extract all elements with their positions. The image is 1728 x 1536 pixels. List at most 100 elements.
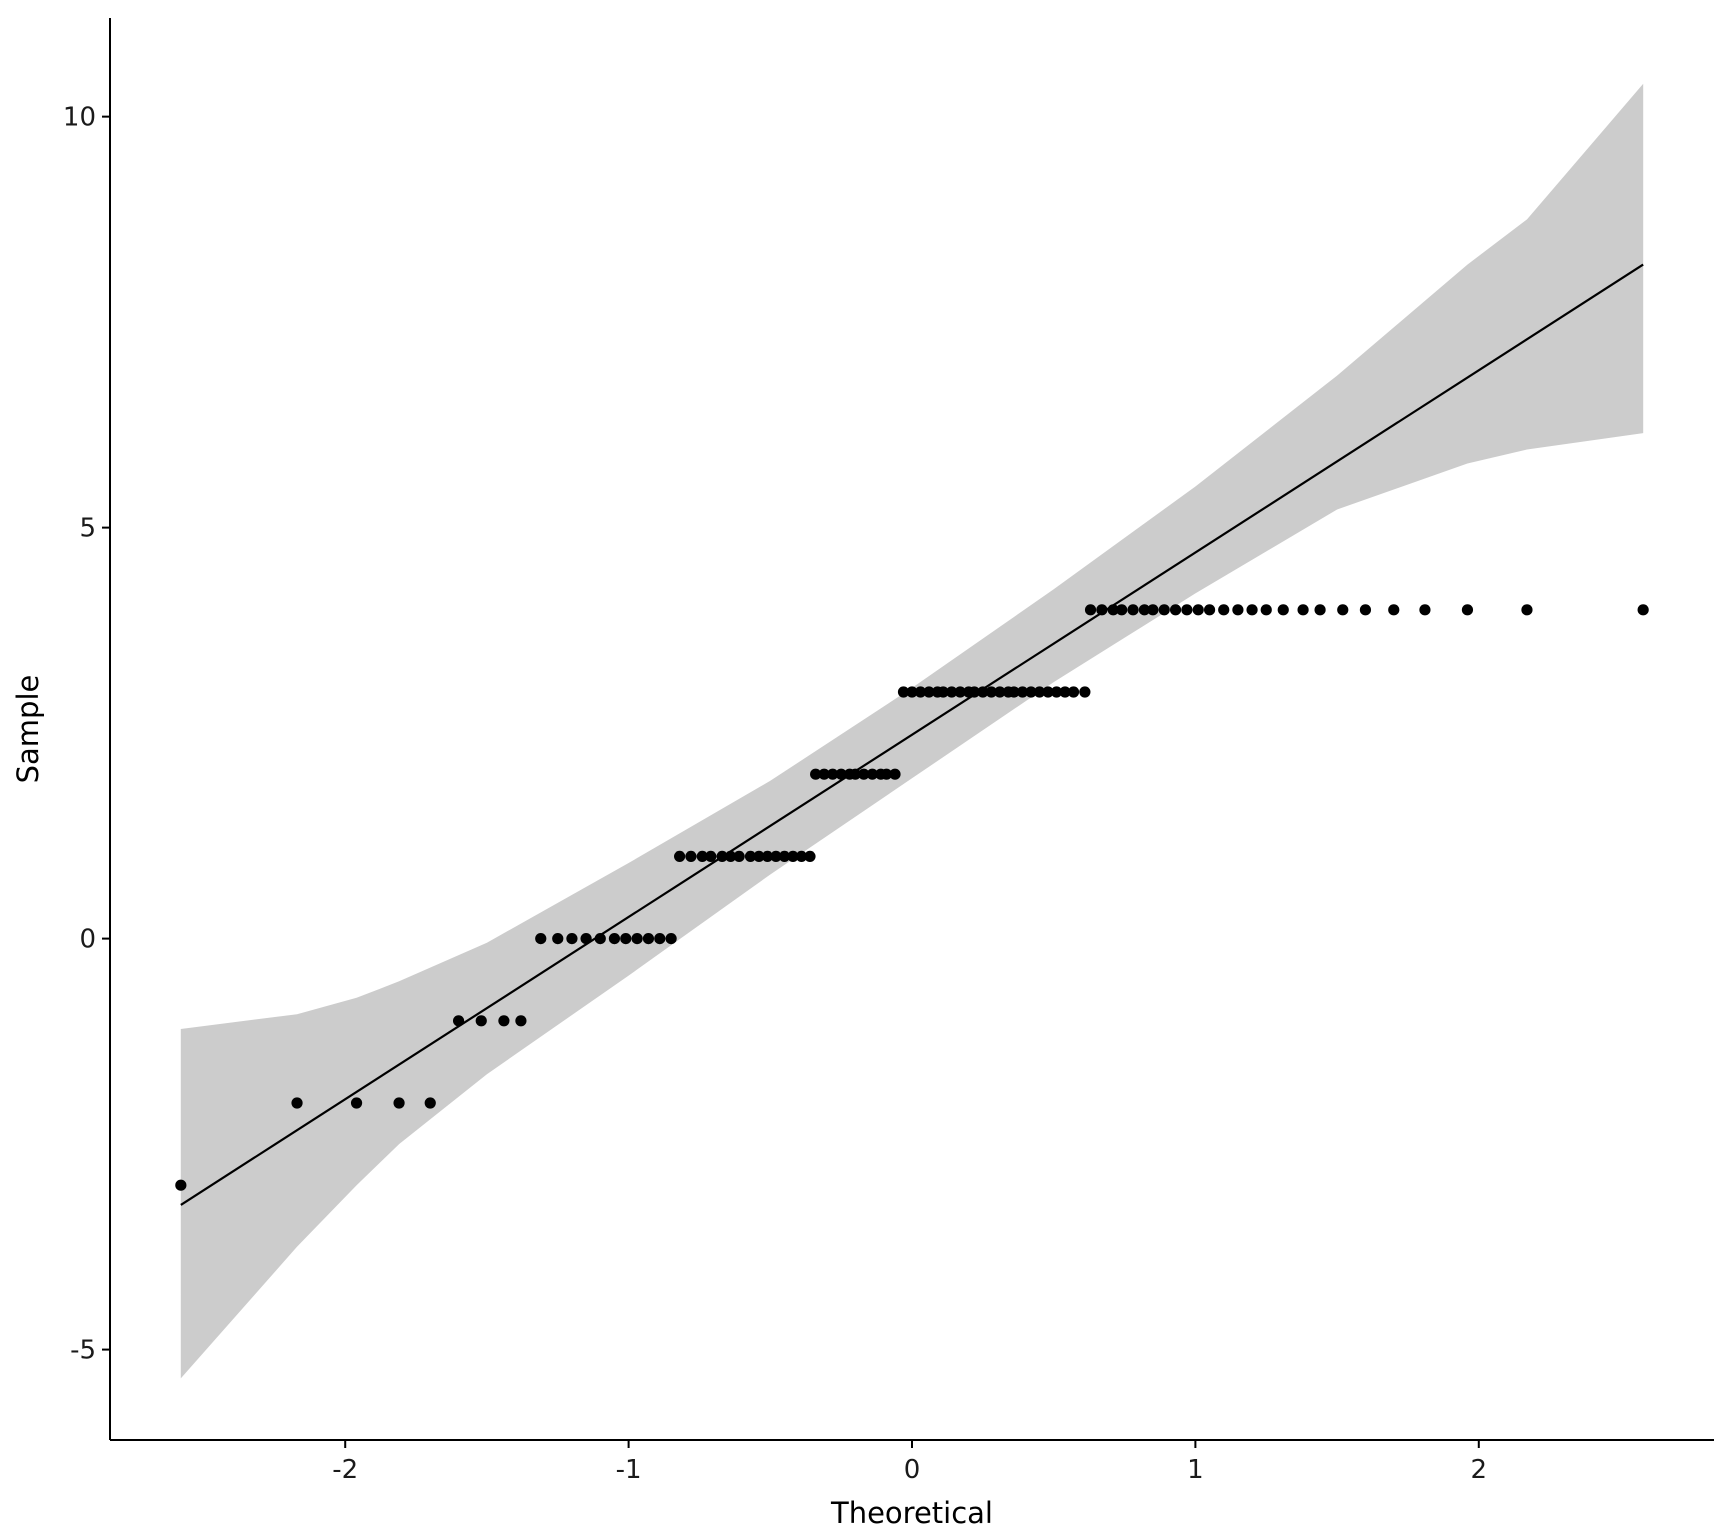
data-point: [1461, 604, 1474, 616]
points-layer: [175, 604, 1649, 1191]
data-point: [1008, 686, 1020, 698]
data-point: [608, 933, 621, 945]
data-point: [994, 686, 1006, 698]
data-point: [705, 850, 717, 863]
data-point: [566, 933, 578, 945]
data-point: [1337, 604, 1349, 616]
data-point: [498, 1015, 510, 1027]
data-point: [1314, 604, 1326, 616]
data-point: [985, 686, 997, 698]
data-point: [515, 1015, 527, 1027]
data-point: [1016, 686, 1029, 698]
confidence-band: [180, 83, 1644, 1379]
data-point: [810, 768, 822, 780]
data-point: [552, 933, 564, 945]
data-point: [835, 768, 847, 780]
data-point: [906, 686, 918, 698]
data-point: [1127, 604, 1139, 616]
data-point: [685, 850, 697, 863]
data-point: [1232, 604, 1244, 616]
data-point: [1359, 604, 1372, 616]
data-point: [954, 686, 966, 698]
data-point: [1107, 604, 1119, 616]
data-point: [1084, 604, 1097, 616]
y-tick-label: 10: [63, 103, 96, 133]
data-point: [977, 686, 989, 698]
data-point: [1192, 604, 1204, 616]
y-tick-label: 5: [79, 514, 96, 544]
data-point: [761, 850, 774, 863]
data-point: [914, 686, 927, 698]
y-tick-label: -5: [70, 1336, 96, 1366]
data-point: [716, 850, 728, 863]
data-point: [1158, 604, 1170, 616]
data-point: [1033, 686, 1046, 698]
data-point: [849, 768, 861, 780]
data-point: [1096, 604, 1108, 616]
data-point: [733, 850, 745, 863]
data-point: [818, 768, 830, 780]
data-point: [291, 1097, 303, 1109]
y-tick-label: 0: [79, 925, 96, 955]
x-tick-label: 0: [904, 1455, 921, 1485]
data-point: [580, 933, 592, 945]
data-point: [770, 850, 782, 863]
data-point: [1116, 604, 1128, 616]
reference-line: [180, 263, 1644, 1206]
data-point: [1277, 604, 1289, 616]
x-axis-title: Theoretical: [830, 1496, 993, 1530]
data-point: [937, 686, 949, 698]
data-point: [1067, 686, 1080, 698]
data-point: [696, 850, 708, 863]
data-point: [424, 1097, 436, 1109]
data-point: [795, 850, 808, 863]
data-point: [725, 850, 737, 863]
data-point: [665, 933, 677, 945]
data-point: [1297, 604, 1309, 616]
x-tick-label: 1: [1187, 1455, 1204, 1485]
data-point: [778, 850, 791, 863]
data-point: [827, 768, 839, 780]
data-point: [631, 933, 643, 945]
data-point: [642, 933, 655, 945]
data-point: [946, 686, 958, 698]
data-point: [787, 850, 799, 863]
data-point: [620, 933, 632, 945]
x-tick-label: 2: [1471, 1455, 1488, 1485]
data-point: [880, 768, 893, 780]
data-point: [1079, 686, 1091, 698]
data-point: [1246, 604, 1258, 616]
data-point: [1388, 604, 1400, 616]
data-point: [753, 850, 765, 863]
data-point: [350, 1097, 363, 1109]
data-point: [654, 933, 666, 945]
data-point: [1169, 604, 1182, 616]
y-axis-title: Sample: [11, 675, 45, 784]
data-point: [1025, 686, 1037, 698]
data-point: [897, 686, 910, 698]
data-point: [1138, 604, 1150, 616]
data-point: [175, 1179, 187, 1191]
data-point: [1419, 604, 1431, 616]
data-point: [1042, 686, 1054, 698]
data-point: [1218, 604, 1230, 616]
x-tick-label: -1: [616, 1455, 642, 1485]
data-point: [804, 850, 816, 863]
reference-line-layer: [180, 263, 1644, 1206]
data-point: [1260, 604, 1272, 616]
data-point: [1181, 604, 1193, 616]
ticks-layer: -2 -1 0 1 2 -5 0 5 10: [63, 103, 1487, 1485]
data-point: [535, 933, 547, 945]
data-point: [674, 850, 686, 863]
data-point: [393, 1097, 405, 1109]
data-point: [1521, 604, 1533, 616]
data-point: [858, 768, 870, 780]
data-point: [889, 768, 901, 780]
confidence-band-layer: [180, 83, 1644, 1379]
data-point: [866, 768, 878, 780]
x-tick-label: -2: [332, 1455, 358, 1485]
data-point: [968, 686, 980, 698]
data-point: [744, 850, 757, 863]
data-point: [475, 1015, 487, 1027]
data-point: [1059, 686, 1071, 698]
